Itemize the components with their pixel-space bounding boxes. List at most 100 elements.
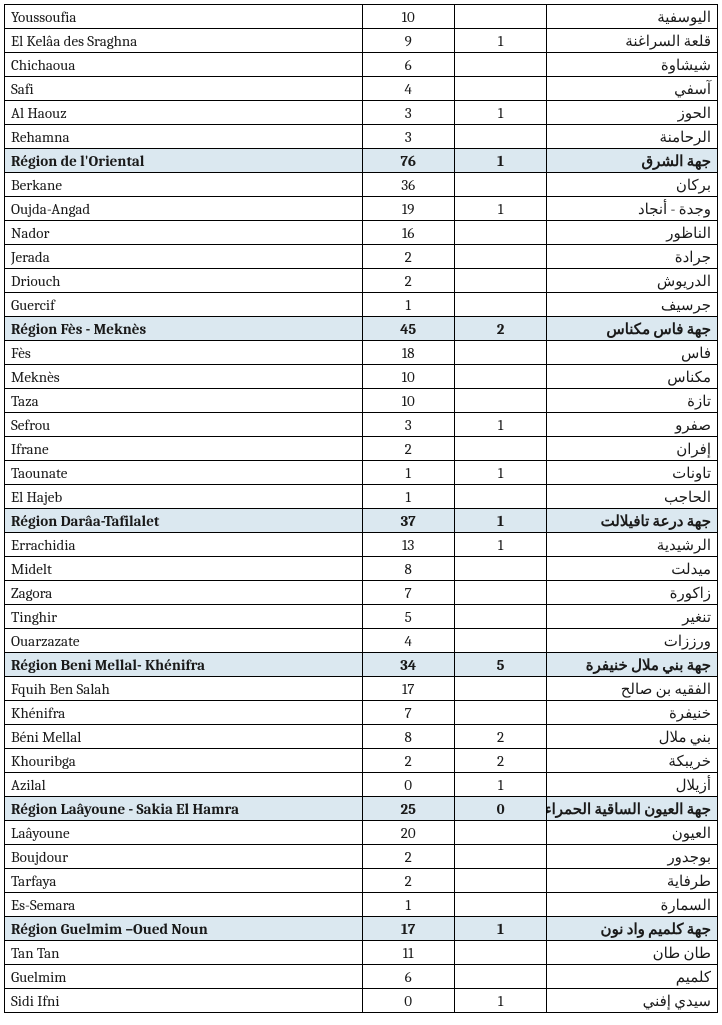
- cell-val1: 1: [362, 485, 454, 509]
- cell-val1: 8: [362, 725, 454, 749]
- cell-val2: 1: [454, 149, 546, 173]
- table-row: Sidi Ifni01سيدي إفني: [5, 989, 718, 1013]
- cell-val1: 36: [362, 173, 454, 197]
- cell-ar: صفرو: [547, 413, 718, 437]
- cell-ar: الرشيدية: [547, 533, 718, 557]
- cell-fr: Région de l'Oriental: [5, 149, 363, 173]
- cell-val2: [454, 389, 546, 413]
- table-row: Al Haouz31الحوز: [5, 101, 718, 125]
- cell-val1: 2: [362, 845, 454, 869]
- cell-ar: تنغير: [547, 605, 718, 629]
- cell-ar: خريبكة: [547, 749, 718, 773]
- cell-ar: العيون: [547, 821, 718, 845]
- cell-val1: 19: [362, 197, 454, 221]
- table-row: Safi4 آسفي: [5, 77, 718, 101]
- table-row: Région Guelmim –Oued Noun171جهة كلميم وا…: [5, 917, 718, 941]
- cell-fr: Taza: [5, 389, 363, 413]
- cell-val2: [454, 269, 546, 293]
- cell-ar: فاس: [547, 341, 718, 365]
- cell-val1: 2: [362, 269, 454, 293]
- cell-fr: Tinghir: [5, 605, 363, 629]
- cell-val1: 11: [362, 941, 454, 965]
- cell-val2: [454, 5, 546, 29]
- cell-ar: جهة كلميم واد نون: [547, 917, 718, 941]
- cell-val1: 0: [362, 989, 454, 1013]
- cell-fr: Chichaoua: [5, 53, 363, 77]
- cell-ar: مكناس: [547, 365, 718, 389]
- cell-val1: 0: [362, 773, 454, 797]
- cell-fr: Safi: [5, 77, 363, 101]
- table-row: Khouribga22خريبكة: [5, 749, 718, 773]
- cell-val2: 1: [454, 773, 546, 797]
- cell-fr: Région Guelmim –Oued Noun: [5, 917, 363, 941]
- cell-ar: خنيفرة: [547, 701, 718, 725]
- cell-val2: [454, 485, 546, 509]
- cell-val2: [454, 437, 546, 461]
- cell-val2: 1: [454, 533, 546, 557]
- table-row: Tan Tan11طان طان: [5, 941, 718, 965]
- table-row: Jerada2جرادة: [5, 245, 718, 269]
- cell-val2: [454, 941, 546, 965]
- table-row: Midelt8ميدلت: [5, 557, 718, 581]
- table-row: Es-Semara1 السمارة: [5, 893, 718, 917]
- cell-val1: 16: [362, 221, 454, 245]
- cell-ar: جهة فاس مكناس: [547, 317, 718, 341]
- cell-ar: الناظور: [547, 221, 718, 245]
- cell-ar: جهة العيون الساقية الحمراء: [547, 797, 718, 821]
- cell-val2: [454, 53, 546, 77]
- cell-val2: 1: [454, 461, 546, 485]
- cell-val2: [454, 557, 546, 581]
- regions-table-body: Youssoufia10اليوسفيةEl Kelâa des Sraghna…: [5, 5, 718, 1013]
- cell-val2: [454, 965, 546, 989]
- cell-val1: 8: [362, 557, 454, 581]
- cell-ar: تاونات: [547, 461, 718, 485]
- cell-val2: 2: [454, 725, 546, 749]
- cell-ar: إفران: [547, 437, 718, 461]
- cell-fr: Béni Mellal: [5, 725, 363, 749]
- table-row: Errachidia131الرشيدية: [5, 533, 718, 557]
- cell-val1: 2: [362, 437, 454, 461]
- cell-val2: [454, 77, 546, 101]
- table-row: Chichaoua6شيشاوة: [5, 53, 718, 77]
- cell-val1: 4: [362, 77, 454, 101]
- table-row: Ouarzazate4ورززات: [5, 629, 718, 653]
- cell-val1: 17: [362, 677, 454, 701]
- cell-val1: 17: [362, 917, 454, 941]
- cell-fr: Ifrane: [5, 437, 363, 461]
- cell-val1: 1: [362, 461, 454, 485]
- cell-val2: 1: [454, 989, 546, 1013]
- cell-ar: السمارة: [547, 893, 718, 917]
- table-row: Région Laâyoune - Sakia El Hamra250جهة ا…: [5, 797, 718, 821]
- cell-fr: Jerada: [5, 245, 363, 269]
- table-row: Guercif1جرسيف: [5, 293, 718, 317]
- cell-fr: Driouch: [5, 269, 363, 293]
- table-row: Driouch2الدريوش: [5, 269, 718, 293]
- cell-val1: 3: [362, 125, 454, 149]
- cell-val1: 1: [362, 293, 454, 317]
- cell-fr: El Hajeb: [5, 485, 363, 509]
- cell-fr: Région Fès - Meknès: [5, 317, 363, 341]
- cell-fr: Fquih Ben Salah: [5, 677, 363, 701]
- cell-fr: Es-Semara: [5, 893, 363, 917]
- cell-ar: بني ملال: [547, 725, 718, 749]
- cell-ar: وجدة - أنجاد: [547, 197, 718, 221]
- cell-fr: Nador: [5, 221, 363, 245]
- cell-ar: كلميم: [547, 965, 718, 989]
- cell-fr: Azilal: [5, 773, 363, 797]
- cell-val2: 1: [454, 413, 546, 437]
- table-row: Région Fès - Meknès452جهة فاس مكناس: [5, 317, 718, 341]
- table-row: Rehamna3الرحامنة: [5, 125, 718, 149]
- cell-val1: 1: [362, 893, 454, 917]
- cell-val1: 7: [362, 581, 454, 605]
- table-row: Laâyoune20العيون: [5, 821, 718, 845]
- cell-ar: اليوسفية: [547, 5, 718, 29]
- cell-ar: آسفي: [547, 77, 718, 101]
- cell-ar: قلعة السراغنة: [547, 29, 718, 53]
- cell-fr: El Kelâa des Sraghna: [5, 29, 363, 53]
- table-row: Béni Mellal82بني ملال: [5, 725, 718, 749]
- table-row: Fès18فاس: [5, 341, 718, 365]
- cell-val1: 25: [362, 797, 454, 821]
- cell-val1: 45: [362, 317, 454, 341]
- cell-val2: [454, 221, 546, 245]
- cell-val1: 6: [362, 965, 454, 989]
